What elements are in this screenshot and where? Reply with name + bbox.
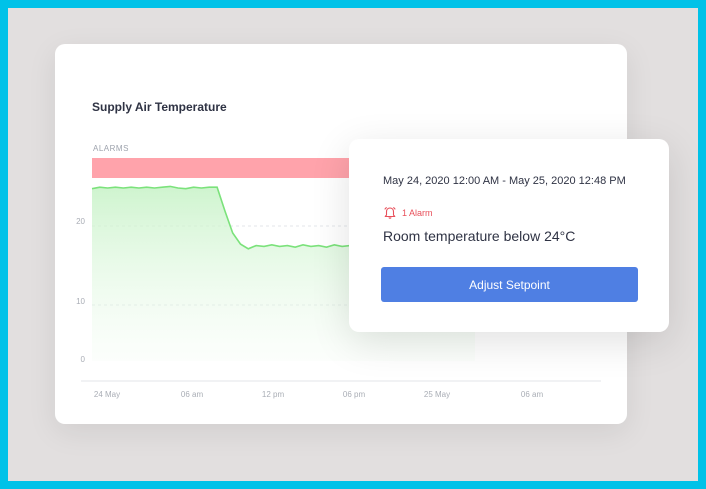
x-tick-label: 12 pm [261,390,285,399]
alarm-popup: May 24, 2020 12:00 AM - May 25, 2020 12:… [349,139,669,332]
y-tick-label: 0 [80,355,85,364]
x-tick-label: 25 May [423,390,451,399]
alarm-count: 1 Alarm [402,208,433,218]
chart-title: Supply Air Temperature [92,100,227,114]
x-tick-label: 06 am [520,390,544,399]
bell-icon [384,207,396,219]
alarm-band[interactable] [92,158,392,178]
y-tick-label: 20 [76,217,85,226]
alarm-message: Room temperature below 24°C [383,228,576,244]
y-tick-label: 10 [76,297,85,306]
alarm-indicator: 1 Alarm [383,206,433,220]
x-tick-label: 24 May [93,390,121,399]
alarms-label: ALARMS [93,144,129,153]
adjust-setpoint-button[interactable]: Adjust Setpoint [381,267,638,302]
x-tick-label: 06 pm [342,390,366,399]
screen-frame: Supply Air Temperature ALARMS 20 10 0 24… [8,8,698,481]
date-range: May 24, 2020 12:00 AM - May 25, 2020 12:… [383,175,626,187]
x-tick-label: 06 am [180,390,204,399]
